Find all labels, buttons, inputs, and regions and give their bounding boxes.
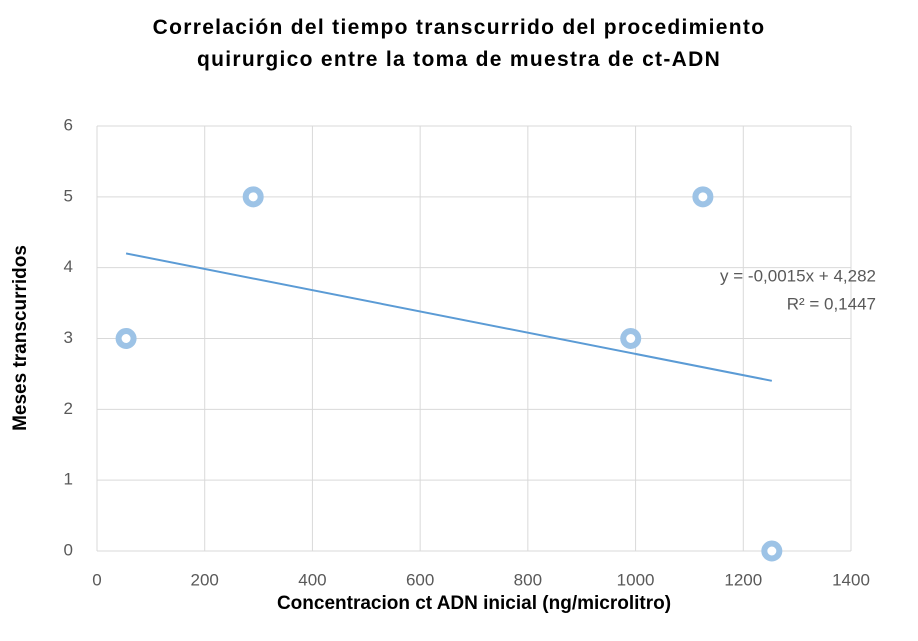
x-axis-title: Concentracion ct ADN inicial (ng/microli… <box>277 593 671 614</box>
y-tick-label: 3 <box>64 328 73 347</box>
x-tick-label: 400 <box>298 570 326 589</box>
data-point <box>242 186 264 208</box>
trendline-r-squared: R² = 0,1447 <box>787 294 876 313</box>
y-axis-title: Meses transcurridos <box>10 245 31 431</box>
trendline-equation: y = -0,0015x + 4,282 <box>720 266 876 285</box>
y-tick-label: 4 <box>64 257 73 276</box>
y-tick-label: 2 <box>64 399 73 418</box>
trendline <box>125 252 773 382</box>
x-tick-label: 0 <box>92 570 101 589</box>
y-tick-label: 0 <box>64 540 73 559</box>
x-tick-label: 1200 <box>724 570 762 589</box>
y-tick-label: 6 <box>64 115 73 134</box>
chart-title: Correlación del tiempo transcurrido del … <box>153 16 766 71</box>
data-point <box>115 328 137 349</box>
y-tick-label: 5 <box>64 186 73 205</box>
data-point <box>620 328 642 349</box>
x-tick-label: 600 <box>406 570 434 589</box>
y-tick-label: 1 <box>64 470 73 489</box>
x-tick-label: 1400 <box>832 570 870 589</box>
x-tick-label: 800 <box>514 570 542 589</box>
data-point <box>761 540 783 562</box>
x-tick-label: 1000 <box>617 570 655 589</box>
data-point <box>692 186 714 208</box>
x-tick-label: 200 <box>191 570 219 589</box>
